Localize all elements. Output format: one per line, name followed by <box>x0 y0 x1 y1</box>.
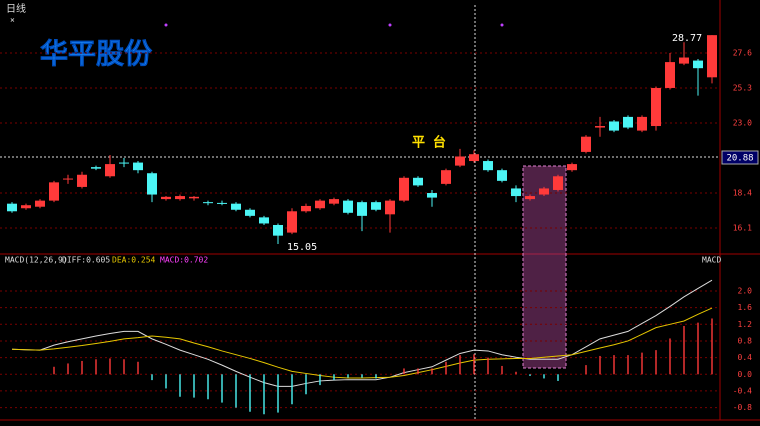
candle-body <box>693 60 703 69</box>
candle-body <box>245 209 255 216</box>
candle-body <box>609 121 619 131</box>
candle-body <box>623 116 633 128</box>
candle-body <box>567 164 577 171</box>
candle-body <box>497 170 507 181</box>
candle-body <box>637 116 647 131</box>
candle-body <box>371 202 381 210</box>
candle-body <box>595 126 605 128</box>
candle-body <box>581 136 591 152</box>
marker <box>388 23 392 27</box>
candle-body <box>385 200 395 215</box>
candle-body <box>273 224 283 236</box>
candle-body <box>21 205 31 209</box>
candle-body <box>665 62 675 88</box>
annotation: 15.05 <box>287 242 317 253</box>
marker <box>164 23 168 27</box>
y-tick-label: 2.0 <box>738 286 753 295</box>
candle-body <box>91 167 101 169</box>
candle-body <box>175 196 185 200</box>
candle-body <box>119 162 129 164</box>
candle-body <box>147 173 157 195</box>
candle-body <box>329 199 339 204</box>
candle-body <box>133 162 143 171</box>
candle-body <box>399 177 409 201</box>
marker <box>500 23 504 27</box>
macd-line <box>11 279 713 387</box>
y-tick-label: -0.8 <box>733 403 752 412</box>
period[interactable]: 日线 <box>6 2 26 15</box>
y-tick-label: 16.1 <box>733 224 752 233</box>
macd-label: MACD <box>702 256 721 265</box>
candle-body <box>357 202 367 216</box>
candle-body <box>189 196 199 199</box>
candle-body <box>343 200 353 213</box>
candle-body <box>287 211 297 233</box>
legend-label: DEA:0.254 <box>112 256 156 265</box>
candle-body <box>413 177 423 186</box>
candle-body <box>105 164 115 177</box>
candle-body <box>651 87 661 127</box>
candle-body <box>539 188 549 195</box>
candle-body <box>315 200 325 209</box>
y-tick-label: 0.4 <box>738 353 753 362</box>
legend-label: MACD:0.702 <box>160 256 208 265</box>
candle-body <box>441 170 451 184</box>
y-tick-label: 23.0 <box>733 118 752 127</box>
y-tick-label: 18.4 <box>733 189 752 198</box>
candle-body <box>707 35 717 78</box>
candle-body <box>203 202 213 204</box>
candle-body <box>553 176 563 190</box>
candle-body <box>511 188 521 197</box>
y-tick-label: 1.2 <box>738 320 753 329</box>
y-tick-label: 27.6 <box>733 48 752 57</box>
candle-body <box>679 57 689 64</box>
candle-body <box>455 156 465 166</box>
candle-body <box>231 203 241 210</box>
candle-body <box>301 205 311 212</box>
candle-body <box>259 217 269 224</box>
close-icon[interactable]: × <box>10 16 15 25</box>
y-tick-label: 0.0 <box>738 370 753 379</box>
candle-body <box>161 196 171 200</box>
annotation: 平 台 <box>412 135 446 151</box>
candle-body <box>469 154 479 162</box>
stock-title: 华平股份 <box>40 37 152 70</box>
candle-body <box>525 196 535 200</box>
y-tick-label: -0.4 <box>733 386 752 395</box>
candle-body <box>7 203 17 212</box>
candle-body <box>217 202 227 204</box>
candle-body <box>49 182 59 201</box>
y-tick-label: 25.3 <box>733 83 752 92</box>
crosshair-label: 20.88 <box>726 154 753 164</box>
candle-body <box>483 161 493 171</box>
annotation: 28.77 <box>672 33 702 44</box>
candle-body <box>77 174 87 187</box>
candle-body <box>63 178 73 180</box>
legend-label: DIFF:0.605 <box>62 256 110 265</box>
y-tick-label: 0.8 <box>738 336 753 345</box>
macd-line <box>11 307 713 379</box>
macd-title: MACD(12,26,9) <box>5 256 68 265</box>
y-tick-label: 1.6 <box>738 303 753 312</box>
crosshair-box <box>721 150 759 165</box>
candle-body <box>427 193 437 198</box>
candle-body <box>35 200 45 207</box>
